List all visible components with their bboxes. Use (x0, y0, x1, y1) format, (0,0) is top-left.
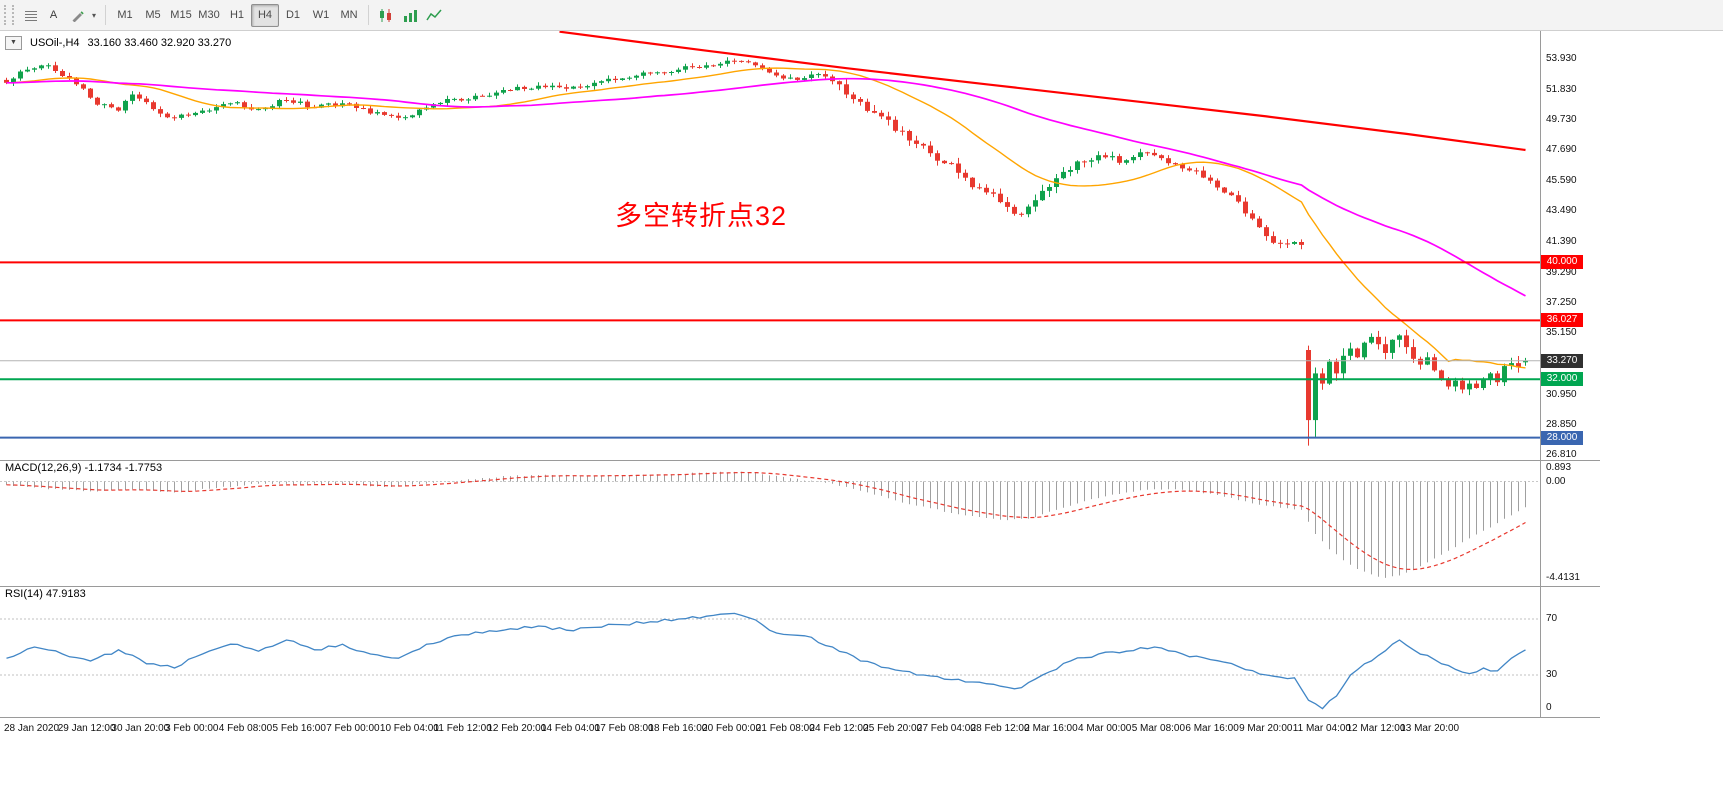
price-tick-label: 51.830 (1546, 83, 1577, 95)
price-tick-label: 26.810 (1546, 448, 1577, 460)
timeframe-m1-button[interactable]: M1 (111, 4, 139, 27)
time-tick-label: 17 Feb 08:00 (594, 723, 654, 734)
time-tick-label: 30 Jan 20:00 (111, 723, 170, 734)
price-tick-label: 37.250 (1546, 296, 1577, 308)
price-tick-label: 30.950 (1546, 388, 1577, 400)
time-tick-label: 5 Mar 08:00 (1131, 723, 1186, 734)
time-tick-label: 18 Feb 16:00 (648, 723, 708, 734)
price-tick-label: 43.490 (1546, 205, 1577, 217)
timeframe-w1-button[interactable]: W1 (307, 4, 335, 27)
time-scale[interactable]: 28 Jan 2020 29 Jan 12:00 30 Jan 20:00 3 Feb… (0, 717, 1540, 747)
time-tick-label: 5 Feb 16:00 (272, 723, 326, 734)
level-price-badge: 32.000 (1541, 372, 1583, 387)
candlestick-chart-button[interactable] (374, 4, 398, 27)
pencil-tool-button[interactable] (65, 4, 88, 27)
rsi-tick-label: 0 (1546, 702, 1552, 713)
toolbar-separator (105, 5, 106, 25)
price-scale[interactable]: 53.930 51.830 49.730 47.690 45.590 43.490 41.3… (1540, 30, 1620, 746)
timeframe-h4-button[interactable]: H4 (251, 3, 279, 27)
price-tick-label: 39.290 (1546, 266, 1577, 278)
toolbar-grip[interactable] (4, 5, 14, 25)
price-tick-label: 35.150 (1546, 327, 1577, 339)
time-tick-label: 4 Mar 00:00 (1078, 723, 1132, 734)
annotation-text[interactable]: 多空转折点32 (615, 201, 788, 231)
time-tick-label: 25 Feb 20:00 (863, 723, 923, 734)
time-tick-label: 11 Feb 12:00 (433, 723, 492, 734)
time-tick-label: 28 Jan 2020 (4, 723, 60, 734)
toolbar: A ▾ M1 M5 M15 M30 H1 H4 D1 W1 MN (0, 0, 1723, 31)
time-tick-label: 12 Feb 20:00 (487, 723, 547, 734)
font-tool-button[interactable]: A (42, 4, 65, 27)
price-tick-label: 47.690 (1546, 144, 1577, 156)
time-tick-label: 28 Feb 12:00 (970, 723, 1030, 734)
price-tick-label: 41.390 (1546, 236, 1577, 248)
price-tick-label: 45.590 (1546, 174, 1577, 186)
timeframe-m15-button[interactable]: M15 (167, 4, 195, 27)
toolbar-separator (368, 5, 369, 25)
chart-header: ▼ USOil-,H4 33.160 33.460 32.920 33.270 (5, 36, 231, 50)
chart-dropdown-icon[interactable]: ▼ (5, 36, 22, 50)
line-chart-icon (426, 9, 442, 20)
macd-tick-label: -4.4131 (1546, 571, 1580, 583)
bar-chart-icon (404, 9, 417, 22)
timeframe-h1-button[interactable]: H1 (223, 4, 251, 27)
time-tick-label: 21 Feb 08:00 (755, 723, 815, 734)
macd-indicator-header: MACD(12,26,9) -1.1734 -1.7753 (5, 462, 163, 474)
level-price-badge: 28.000 (1541, 430, 1583, 445)
time-tick-label: 13 Mar 20:00 (1400, 723, 1460, 734)
candlestick-chart-icon (380, 8, 391, 22)
tool-dropdown-button[interactable]: ▾ (88, 4, 100, 27)
price-tick-label: 49.730 (1546, 114, 1577, 126)
level-price-badge: 36.027 (1541, 313, 1583, 328)
time-tick-label: 3 Feb 00:00 (165, 723, 219, 734)
timeframe-m30-button[interactable]: M30 (195, 4, 223, 27)
bid-price-badge: 33.270 (1541, 353, 1583, 368)
grid-icon (24, 11, 37, 21)
time-tick-label: 7 Feb 00:00 (326, 723, 380, 734)
rsi-indicator-header: RSI(14) 47.9183 (5, 588, 86, 600)
rsi-tick-label: 30 (1546, 669, 1558, 680)
price-tick-label: 53.930 (1546, 53, 1577, 65)
timeframe-mn-button[interactable]: MN (335, 4, 363, 27)
macd-tick-label: 0.893 (1546, 462, 1572, 473)
timeframe-m5-button[interactable]: M5 (139, 4, 167, 27)
chart-grid-icon[interactable] (19, 4, 42, 27)
pencil-icon (72, 11, 84, 22)
time-tick-label: 4 Feb 08:00 (218, 723, 273, 734)
time-tick-label: 9 Mar 20:00 (1239, 723, 1293, 734)
time-tick-label: 24 Feb 12:00 (809, 723, 869, 734)
chart-symbol-title: USOil-,H4 (30, 37, 80, 49)
time-tick-label: 11 Mar 04:00 (1292, 723, 1351, 734)
chart-ohlc-values: 33.160 33.460 32.920 33.270 (87, 37, 232, 49)
timeframe-d1-button[interactable]: D1 (279, 4, 307, 27)
time-tick-label: 20 Feb 00:00 (702, 723, 762, 734)
macd-tick-label: 0.00 (1546, 475, 1566, 487)
price-tick-label: 28.850 (1546, 419, 1577, 431)
time-tick-label: 12 Mar 12:00 (1346, 723, 1406, 734)
time-tick-label: 2 Mar 16:00 (1024, 723, 1078, 734)
level-price-badge: 40.000 (1541, 255, 1583, 270)
time-tick-label: 10 Feb 04:00 (379, 723, 439, 734)
time-tick-label: 6 Mar 16:00 (1185, 723, 1239, 734)
time-tick-label: 14 Feb 04:00 (541, 723, 600, 734)
rsi-tick-label: 70 (1546, 613, 1558, 624)
bar-chart-button[interactable] (398, 4, 422, 27)
line-chart-button[interactable] (422, 4, 446, 27)
time-tick-label: 29 Jan 12:00 (57, 723, 116, 734)
time-tick-label: 27 Feb 04:00 (916, 723, 976, 734)
